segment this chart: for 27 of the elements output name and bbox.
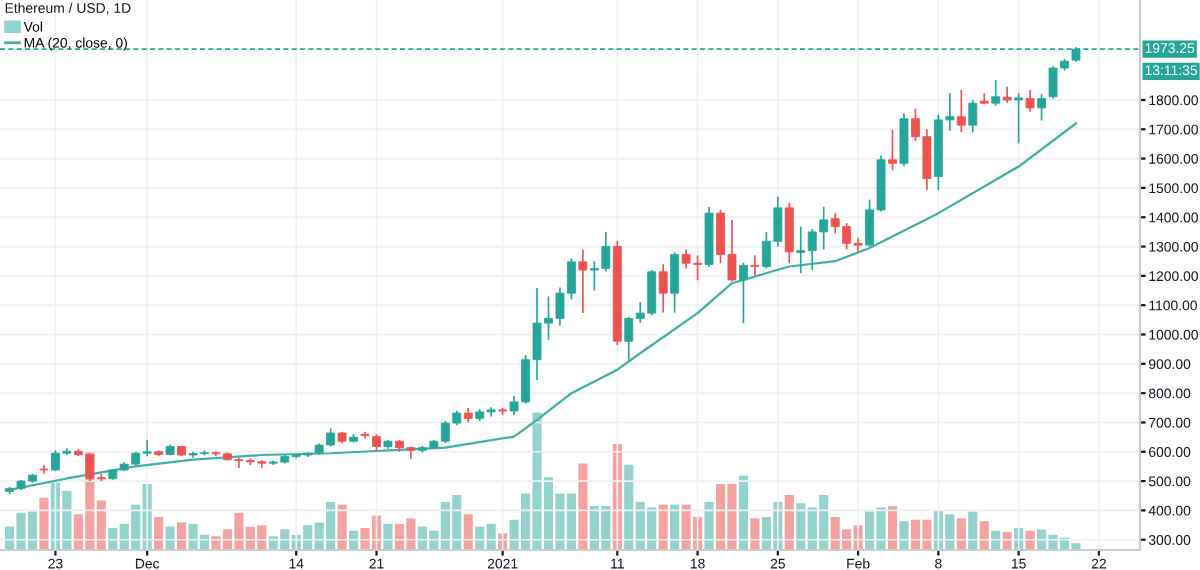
bar bbox=[383, 523, 393, 550]
bar bbox=[968, 511, 978, 550]
candlestick bbox=[658, 263, 668, 314]
bar bbox=[899, 521, 909, 550]
bar bbox=[463, 514, 473, 550]
bar bbox=[738, 475, 749, 550]
line-series bbox=[8, 122, 1078, 492]
candlestick bbox=[956, 89, 966, 134]
bar bbox=[750, 518, 760, 550]
candlestick bbox=[1014, 92, 1024, 145]
candlestick bbox=[899, 112, 909, 167]
bar bbox=[956, 518, 966, 550]
candlestick bbox=[784, 201, 794, 265]
candlestick bbox=[1037, 93, 1047, 122]
candlestick bbox=[750, 254, 760, 277]
bar bbox=[704, 501, 714, 550]
bar bbox=[784, 495, 794, 550]
candlestick bbox=[670, 251, 680, 314]
candlestick bbox=[360, 431, 370, 440]
candlestick bbox=[968, 99, 978, 134]
candlestick bbox=[888, 129, 897, 172]
candlestick bbox=[991, 79, 1001, 107]
candlestick bbox=[1025, 89, 1035, 113]
candlestick bbox=[578, 248, 588, 314]
candlestick bbox=[739, 261, 748, 324]
bar bbox=[578, 463, 588, 550]
bar bbox=[39, 497, 49, 550]
